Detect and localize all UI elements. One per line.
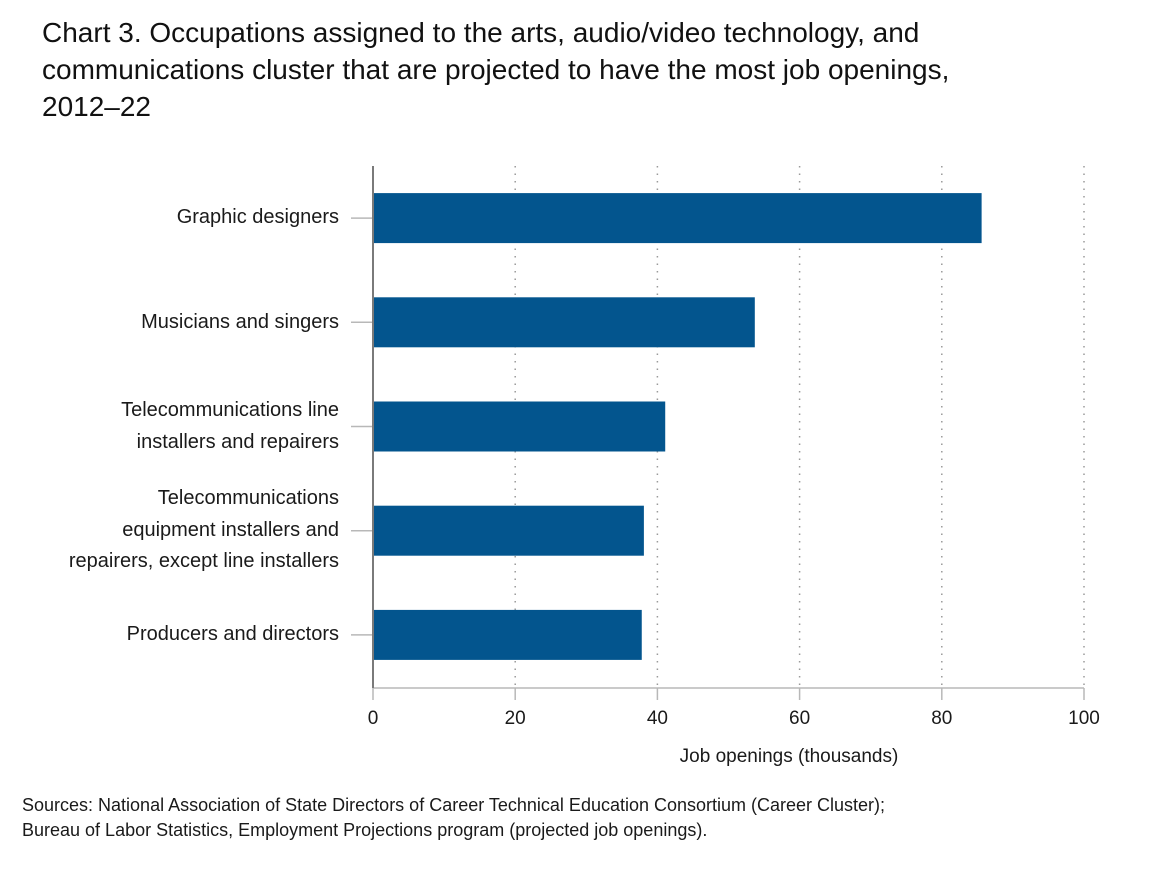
category-label-line: installers and repairers [136,430,339,453]
chart-title-line: 2012–22 [42,91,152,122]
axes [351,166,1085,700]
x-tick-label: 100 [1068,708,1100,729]
bar [373,401,666,452]
x-tick-label: 60 [789,708,811,729]
x-tick-label: 40 [646,708,668,729]
source-line: Bureau of Labor Statistics, Employment P… [22,820,708,840]
category-label-line: equipment installers and [122,518,339,541]
x-tick-label: 0 [367,708,379,729]
category-label-line: Graphic designers [176,206,339,229]
source-line: Sources: National Association of State D… [22,795,886,815]
chart-title-line: communications cluster that are projecte… [42,54,950,85]
category-label: Graphic designers [177,202,339,234]
category-label-line: Musicians and singers [141,310,339,333]
bar [373,505,644,556]
category-label: Telecommunications equipment installers a… [69,483,339,578]
bar [373,609,642,660]
source-note: Sources: National Association of State D… [22,793,885,843]
bars [373,193,982,660]
category-label: Musicians and singers [141,307,339,339]
chart-title-line: Chart 3. Occupations assigned to the art… [42,17,920,48]
x-axis-title: Job openings (thousands) [679,746,899,767]
category-label-line: Telecommunications line [121,399,339,421]
bar [373,297,755,348]
gridlines [514,166,1085,688]
category-label-line: Telecommunications [157,487,339,510]
category-label-line: repairers, except line installers [68,550,339,573]
category-label: Producers and directors [127,619,339,651]
category-label-line: Producers and directors [126,623,339,646]
x-tick-label: 20 [504,708,526,729]
chart-title: Chart 3. Occupations assigned to the art… [42,14,1132,125]
x-tick-label: 80 [931,708,953,729]
category-label: Telecommunications line installers and re… [121,395,339,458]
bar [373,193,982,244]
